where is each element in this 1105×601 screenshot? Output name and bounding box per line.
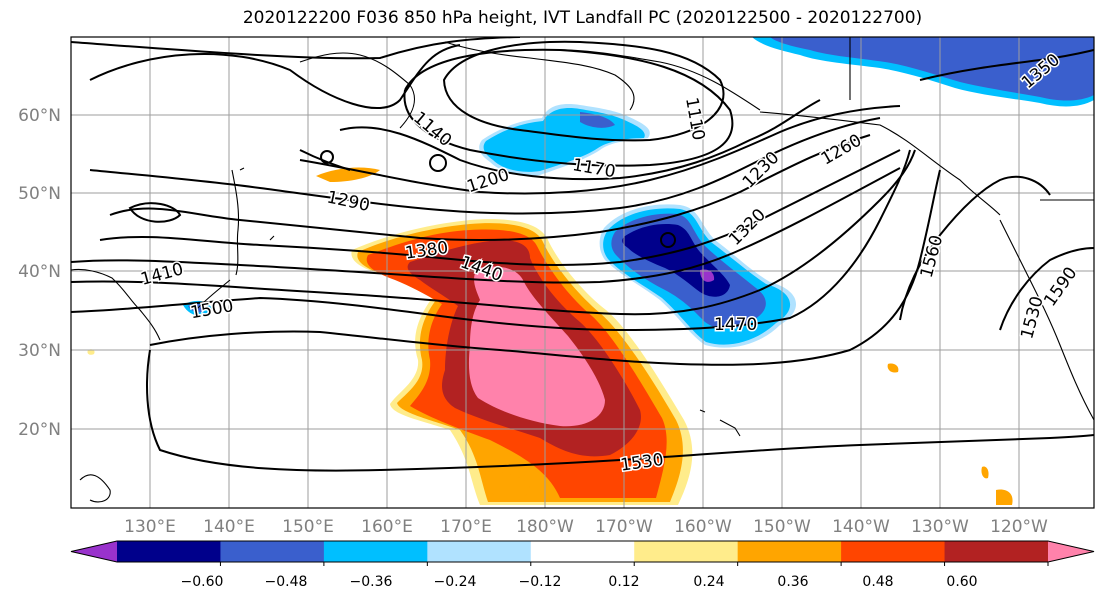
contour-label: 1470 <box>714 315 757 335</box>
lon-label: 170°E <box>440 517 492 537</box>
colorbar-swatch <box>841 541 946 562</box>
colorbar-tick-label: 0.24 <box>693 574 724 590</box>
latitude-labels: 60°N 50°N 40°N 30°N 20°N <box>18 106 61 440</box>
colorbar-tick-label: −0.24 <box>434 574 477 590</box>
colorbar-tick-label: 0.12 <box>608 574 639 590</box>
lon-label: 130°W <box>911 517 969 537</box>
colorbar-tick-label: −0.12 <box>519 574 562 590</box>
colorbar-swatch <box>427 541 532 562</box>
lon-label: 150°W <box>753 517 811 537</box>
colorbar <box>70 540 1095 566</box>
colorbar-swatch <box>117 541 221 562</box>
colorbar-tick-label: 0.60 <box>946 574 977 590</box>
colorbar-swatch <box>737 541 842 562</box>
lon-label: 180°W <box>516 517 574 537</box>
colorbar-tick-label: 0.48 <box>862 574 893 590</box>
lat-label: 20°N <box>18 420 61 440</box>
colorbar-tick-label: −0.48 <box>265 574 308 590</box>
map-frame <box>70 36 1095 509</box>
colorbar-swatch <box>323 541 428 562</box>
negative-ivt-anomaly <box>183 37 1094 348</box>
colorbar-tick-label: −0.60 <box>181 574 224 590</box>
lon-label: 150°E <box>282 517 334 537</box>
colorbar-ticks: −0.60 −0.48 −0.36 −0.24 −0.12 0.12 0.24 … <box>181 574 978 590</box>
lat-label: 30°N <box>18 341 61 361</box>
lon-label: 140°W <box>832 517 890 537</box>
colorbar-swatch <box>530 541 635 562</box>
longitude-labels: 130°E 140°E 150°E 160°E 170°E 180°W 170°… <box>124 517 1048 537</box>
map-title: 2020122200 F036 850 hPa height, IVT Land… <box>242 8 923 28</box>
lat-label: 50°N <box>18 184 61 204</box>
gridlines <box>71 37 1094 508</box>
colorbar-tick-label: −0.36 <box>350 574 393 590</box>
colorbar-extend-low <box>71 541 117 562</box>
lat-label: 60°N <box>18 106 61 126</box>
lon-label: 160°E <box>361 517 413 537</box>
colorbar-swatch <box>634 541 739 562</box>
lon-label: 160°W <box>674 517 732 537</box>
lon-label: 120°W <box>990 517 1048 537</box>
lat-label: 40°N <box>18 262 61 282</box>
lon-label: 170°W <box>595 517 653 537</box>
lon-label: 130°E <box>124 517 176 537</box>
colorbar-swatch <box>220 541 325 562</box>
colorbar-extend-high <box>1048 541 1094 562</box>
colorbar-tick-label: 0.36 <box>777 574 808 590</box>
height-contours <box>71 37 1094 472</box>
lon-label: 140°E <box>203 517 255 537</box>
colorbar-swatch <box>944 541 1049 562</box>
